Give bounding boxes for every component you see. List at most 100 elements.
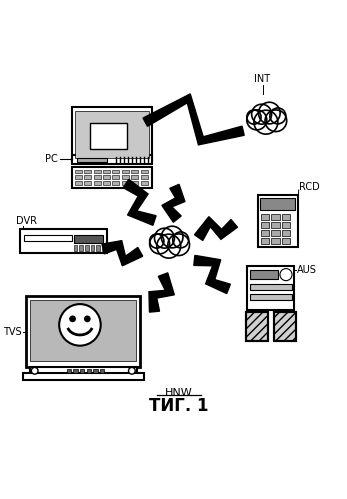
- Circle shape: [150, 234, 164, 248]
- FancyBboxPatch shape: [261, 214, 269, 220]
- Circle shape: [150, 234, 170, 254]
- Text: PC: PC: [45, 154, 58, 164]
- Circle shape: [247, 110, 261, 124]
- FancyBboxPatch shape: [141, 170, 147, 174]
- Polygon shape: [102, 241, 143, 266]
- Polygon shape: [162, 184, 185, 222]
- FancyBboxPatch shape: [71, 107, 152, 162]
- FancyBboxPatch shape: [271, 230, 280, 236]
- Polygon shape: [194, 217, 237, 241]
- FancyBboxPatch shape: [74, 235, 103, 244]
- FancyBboxPatch shape: [122, 176, 129, 179]
- FancyBboxPatch shape: [84, 181, 91, 185]
- FancyBboxPatch shape: [24, 235, 71, 241]
- FancyBboxPatch shape: [112, 170, 119, 174]
- FancyBboxPatch shape: [103, 181, 110, 185]
- FancyBboxPatch shape: [141, 176, 147, 179]
- Circle shape: [168, 234, 189, 255]
- FancyBboxPatch shape: [282, 230, 290, 236]
- FancyBboxPatch shape: [94, 176, 101, 179]
- FancyBboxPatch shape: [131, 176, 138, 179]
- FancyBboxPatch shape: [74, 246, 77, 251]
- FancyBboxPatch shape: [274, 312, 296, 341]
- FancyBboxPatch shape: [20, 230, 107, 253]
- FancyBboxPatch shape: [131, 181, 138, 185]
- Circle shape: [128, 367, 135, 374]
- FancyBboxPatch shape: [87, 369, 91, 373]
- FancyBboxPatch shape: [271, 239, 280, 244]
- Circle shape: [31, 367, 38, 374]
- FancyBboxPatch shape: [112, 181, 119, 185]
- FancyBboxPatch shape: [94, 181, 101, 185]
- Text: TVS: TVS: [3, 326, 21, 337]
- Polygon shape: [143, 94, 244, 145]
- FancyBboxPatch shape: [71, 155, 152, 164]
- FancyBboxPatch shape: [84, 176, 91, 179]
- FancyBboxPatch shape: [79, 246, 83, 251]
- FancyBboxPatch shape: [103, 170, 110, 174]
- FancyBboxPatch shape: [96, 246, 100, 251]
- FancyBboxPatch shape: [100, 369, 104, 373]
- FancyBboxPatch shape: [257, 195, 298, 247]
- Circle shape: [259, 102, 280, 124]
- FancyBboxPatch shape: [250, 269, 278, 279]
- FancyBboxPatch shape: [90, 123, 127, 149]
- Text: DVR: DVR: [16, 216, 37, 226]
- FancyBboxPatch shape: [77, 158, 107, 162]
- FancyBboxPatch shape: [75, 111, 149, 158]
- FancyBboxPatch shape: [91, 246, 94, 251]
- FancyBboxPatch shape: [141, 181, 147, 185]
- Circle shape: [161, 226, 183, 248]
- Circle shape: [254, 110, 278, 134]
- FancyBboxPatch shape: [260, 198, 295, 211]
- Circle shape: [173, 232, 189, 248]
- FancyBboxPatch shape: [112, 176, 119, 179]
- FancyBboxPatch shape: [261, 239, 269, 244]
- FancyBboxPatch shape: [261, 230, 269, 236]
- FancyBboxPatch shape: [271, 214, 280, 220]
- FancyBboxPatch shape: [103, 176, 110, 179]
- Circle shape: [265, 110, 287, 132]
- Circle shape: [85, 316, 90, 321]
- Polygon shape: [149, 273, 174, 312]
- FancyBboxPatch shape: [75, 181, 82, 185]
- Circle shape: [70, 316, 75, 321]
- FancyBboxPatch shape: [282, 239, 290, 244]
- Text: AUS: AUS: [297, 264, 317, 274]
- FancyBboxPatch shape: [67, 369, 71, 373]
- FancyBboxPatch shape: [75, 170, 82, 174]
- FancyBboxPatch shape: [80, 369, 84, 373]
- FancyBboxPatch shape: [250, 294, 292, 300]
- FancyBboxPatch shape: [30, 300, 136, 361]
- FancyBboxPatch shape: [23, 373, 144, 380]
- FancyBboxPatch shape: [122, 181, 129, 185]
- Text: INT: INT: [254, 74, 271, 84]
- FancyBboxPatch shape: [26, 296, 140, 367]
- Polygon shape: [123, 179, 156, 225]
- FancyBboxPatch shape: [75, 176, 82, 179]
- FancyBboxPatch shape: [85, 246, 89, 251]
- FancyBboxPatch shape: [71, 167, 152, 188]
- Circle shape: [157, 234, 181, 258]
- Circle shape: [154, 228, 175, 248]
- FancyBboxPatch shape: [102, 246, 106, 251]
- Polygon shape: [194, 255, 230, 293]
- FancyBboxPatch shape: [93, 369, 98, 373]
- FancyBboxPatch shape: [247, 266, 294, 310]
- Circle shape: [247, 110, 267, 130]
- FancyBboxPatch shape: [94, 170, 101, 174]
- FancyBboxPatch shape: [246, 312, 268, 341]
- Circle shape: [280, 268, 292, 280]
- FancyBboxPatch shape: [271, 222, 280, 228]
- Circle shape: [270, 108, 286, 124]
- FancyBboxPatch shape: [73, 369, 78, 373]
- FancyBboxPatch shape: [282, 214, 290, 220]
- Circle shape: [252, 104, 272, 124]
- FancyBboxPatch shape: [84, 170, 91, 174]
- Text: RCD: RCD: [299, 182, 320, 192]
- Text: ΤИГ. 1: ΤИГ. 1: [149, 397, 209, 415]
- FancyBboxPatch shape: [131, 170, 138, 174]
- Circle shape: [59, 304, 101, 346]
- FancyBboxPatch shape: [250, 284, 292, 290]
- Text: HNW: HNW: [165, 388, 193, 398]
